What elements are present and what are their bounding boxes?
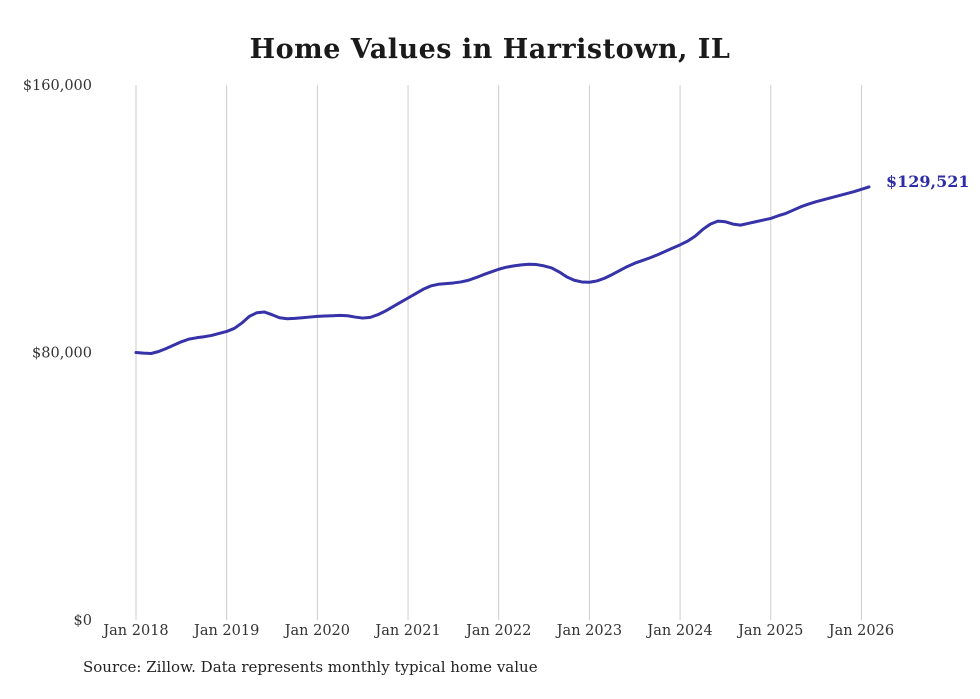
- y-tick-label: $0: [74, 613, 92, 629]
- x-tick-label: Jan 2024: [645, 623, 712, 639]
- y-tick-label: $160,000: [23, 78, 92, 94]
- x-tick-label: Jan 2019: [192, 623, 259, 639]
- chart-title: Home Values in Harristown, IL: [249, 34, 731, 65]
- source-note: Source: Zillow. Data represents monthly …: [83, 658, 538, 676]
- x-tick-label: Jan 2026: [827, 623, 894, 639]
- x-tick-label: Jan 2020: [283, 623, 350, 639]
- home-value-series-line: [134, 185, 871, 355]
- x-tick-label: Jan 2023: [555, 623, 622, 639]
- x-tick-label: Jan 2018: [101, 623, 168, 639]
- latest-value-label: $129,521: [886, 172, 970, 191]
- x-tick-label: Jan 2022: [464, 623, 531, 639]
- y-tick-label: $80,000: [32, 346, 92, 362]
- x-tick-label: Jan 2021: [373, 623, 440, 639]
- x-tick-label: Jan 2025: [736, 623, 803, 639]
